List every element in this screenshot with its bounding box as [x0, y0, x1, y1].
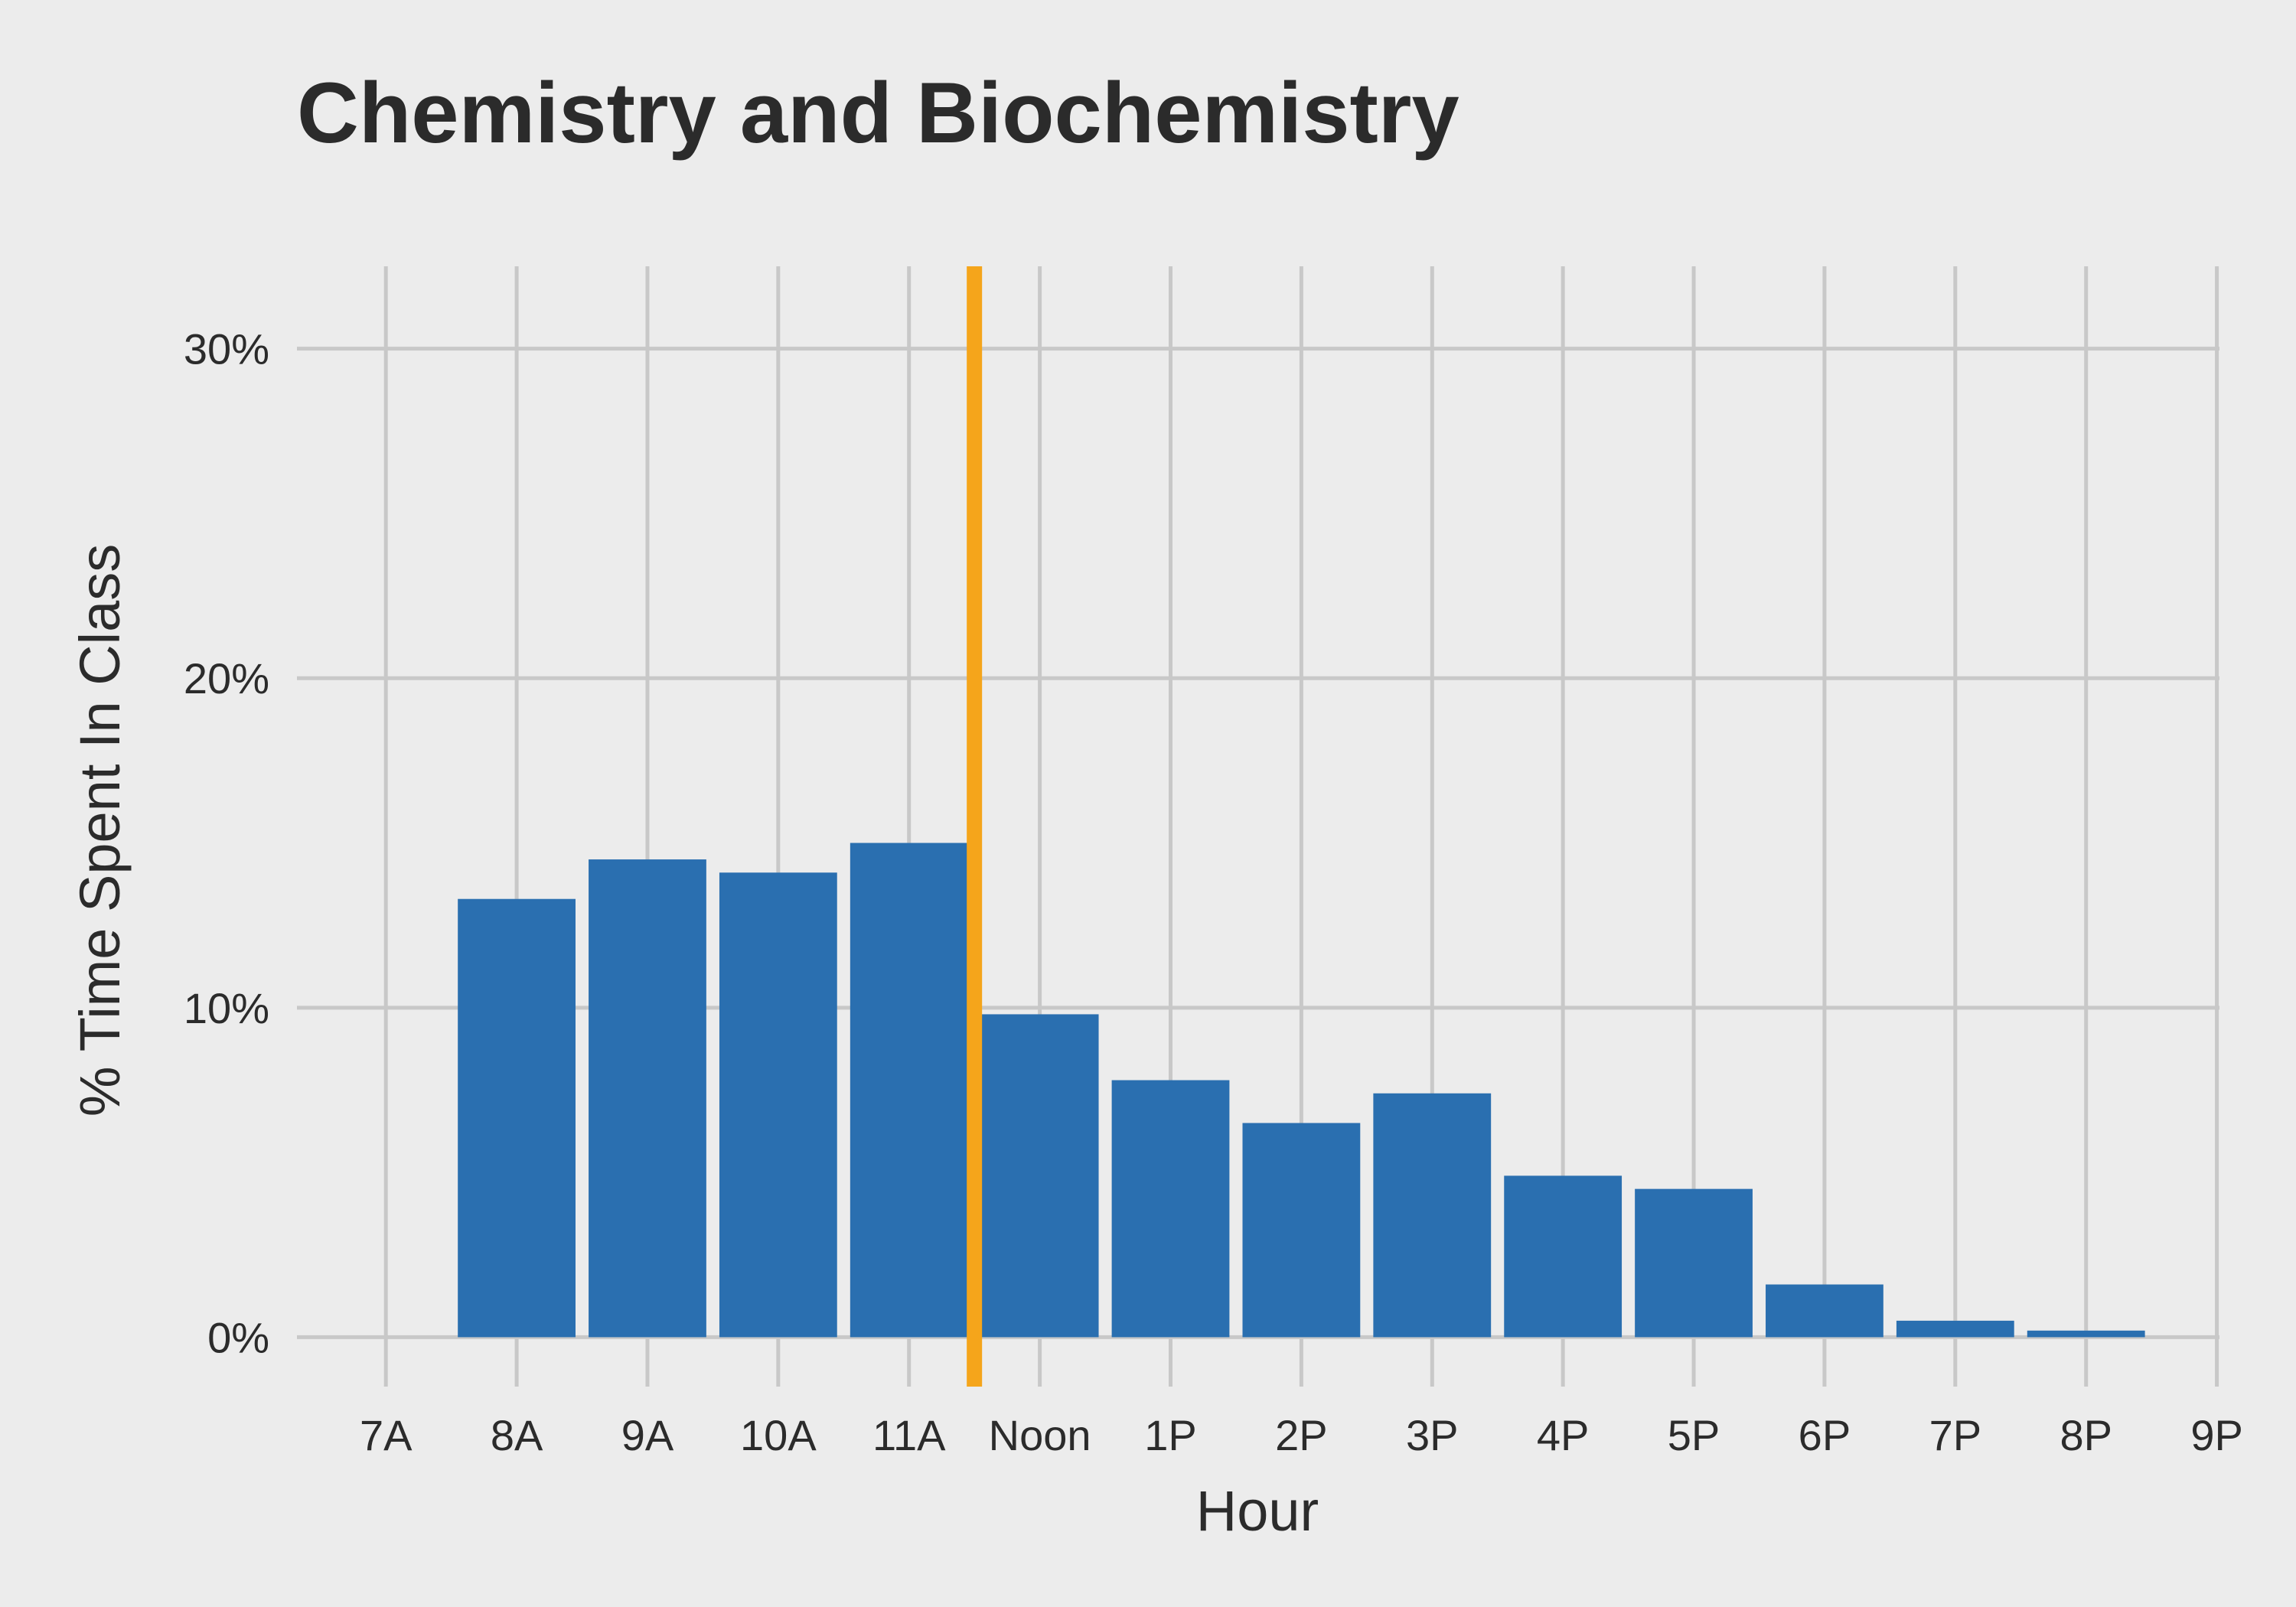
x-tick-label: 7A — [360, 1411, 413, 1459]
x-tick-label: 9P — [2190, 1411, 2243, 1459]
y-tick-label: 20% — [184, 654, 269, 702]
bar-1p — [1111, 1080, 1230, 1338]
chart-title: Chemistry and Biochemistry — [297, 65, 1459, 161]
bar-7p — [1896, 1320, 2014, 1338]
y-axis-label: % Time Spent In Class — [68, 544, 132, 1117]
x-tick-label: 8P — [2060, 1411, 2112, 1459]
y-tick-label: 10% — [184, 984, 269, 1032]
reference-line — [967, 266, 983, 1387]
y-tick-label: 30% — [184, 325, 269, 373]
x-tick-label: 5P — [1668, 1411, 1720, 1459]
bar-5p — [1635, 1188, 1753, 1338]
x-tick-label: 7P — [1929, 1411, 1982, 1459]
reference-line-layer — [967, 266, 983, 1387]
x-tick-label: 9A — [621, 1411, 674, 1459]
y-tick-label: 0% — [207, 1313, 269, 1361]
x-tick-label: 6P — [1799, 1411, 1851, 1459]
bar-8p — [2027, 1330, 2145, 1338]
x-tick-label: 2P — [1275, 1411, 1328, 1459]
x-tick-label: 11A — [872, 1411, 946, 1459]
bar-6p — [1766, 1284, 1883, 1338]
x-axis-label: Hour — [1196, 1479, 1319, 1543]
bar-noon — [980, 1014, 1099, 1338]
x-tick-label: 4P — [1537, 1411, 1590, 1459]
bars — [458, 843, 2145, 1338]
x-tick-label: Noon — [989, 1411, 1091, 1459]
bar-9a — [589, 859, 706, 1338]
bar-11a — [850, 843, 968, 1338]
bar-10a — [719, 872, 837, 1338]
bar-2p — [1242, 1123, 1361, 1338]
x-tick-label: 8A — [491, 1411, 543, 1459]
x-tick-label: 3P — [1406, 1411, 1459, 1459]
bar-4p — [1504, 1175, 1623, 1338]
bar-3p — [1373, 1093, 1492, 1338]
bar-8a — [458, 898, 576, 1338]
x-tick-label: 1P — [1144, 1411, 1197, 1459]
x-axis-ticks: 7A 8A 9A 10A 11A Noon 1P 2P 3P 4P 5P 6P 7P 8P 9P — [360, 1411, 2243, 1459]
y-axis-ticks: 0% 10% 20% 30% — [184, 325, 269, 1362]
x-tick-label: 10A — [740, 1411, 817, 1459]
